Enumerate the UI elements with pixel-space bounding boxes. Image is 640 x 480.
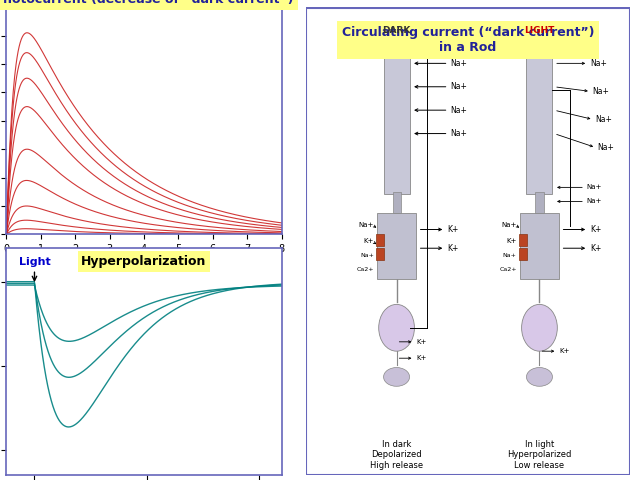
Text: Na+: Na+: [598, 143, 614, 152]
Text: Na+: Na+: [450, 129, 467, 138]
Text: Na+: Na+: [595, 115, 612, 124]
Bar: [520, 213, 559, 278]
Ellipse shape: [379, 304, 415, 351]
Text: K+: K+: [447, 225, 458, 234]
Text: In dark
Depolarized
High release: In dark Depolarized High release: [370, 440, 423, 470]
Text: LIGHT: LIGHT: [524, 26, 555, 35]
Text: Na+: Na+: [503, 253, 516, 258]
Text: K+: K+: [506, 238, 516, 244]
Text: K+: K+: [590, 225, 601, 234]
Text: K+: K+: [447, 244, 458, 252]
Text: Na+: Na+: [590, 59, 607, 68]
Ellipse shape: [522, 304, 557, 351]
Bar: [536, 192, 543, 213]
Text: Na+: Na+: [501, 222, 516, 228]
Bar: [527, 45, 552, 194]
X-axis label: TIME (sec): TIME (sec): [111, 260, 177, 270]
Bar: [376, 234, 385, 246]
Text: K+: K+: [416, 355, 426, 361]
Text: Na+: Na+: [586, 184, 602, 191]
Text: Na+: Na+: [586, 198, 602, 204]
Bar: [392, 192, 401, 213]
Text: K+: K+: [416, 339, 426, 345]
Bar: [376, 248, 385, 260]
Title: Photocurrent (decrease of “dark current”): Photocurrent (decrease of “dark current”…: [0, 0, 294, 6]
Bar: [519, 234, 527, 246]
Text: DARK: DARK: [382, 26, 411, 35]
Ellipse shape: [527, 368, 552, 386]
Text: Ca2+: Ca2+: [499, 267, 516, 272]
Bar: [377, 213, 416, 278]
Text: K+: K+: [590, 244, 601, 252]
Text: Ca2+: Ca2+: [356, 267, 374, 272]
Text: Na+: Na+: [358, 222, 374, 228]
Text: Na+: Na+: [360, 253, 374, 258]
Text: K+: K+: [559, 348, 570, 354]
Text: Na+: Na+: [450, 82, 467, 91]
FancyBboxPatch shape: [306, 8, 630, 475]
Ellipse shape: [383, 368, 410, 386]
Text: Na+: Na+: [593, 87, 609, 96]
Text: Hyperpolarization: Hyperpolarization: [81, 255, 207, 268]
Text: Circulating current (“dark current”)
in a Rod: Circulating current (“dark current”) in …: [342, 26, 595, 54]
Text: Na+: Na+: [450, 59, 467, 68]
Bar: [383, 45, 410, 194]
Bar: [519, 248, 527, 260]
Text: Na+: Na+: [450, 106, 467, 115]
Text: In light
Hyperpolarized
Low release: In light Hyperpolarized Low release: [508, 440, 572, 470]
Text: Light: Light: [19, 256, 51, 281]
Text: K+: K+: [364, 238, 374, 244]
